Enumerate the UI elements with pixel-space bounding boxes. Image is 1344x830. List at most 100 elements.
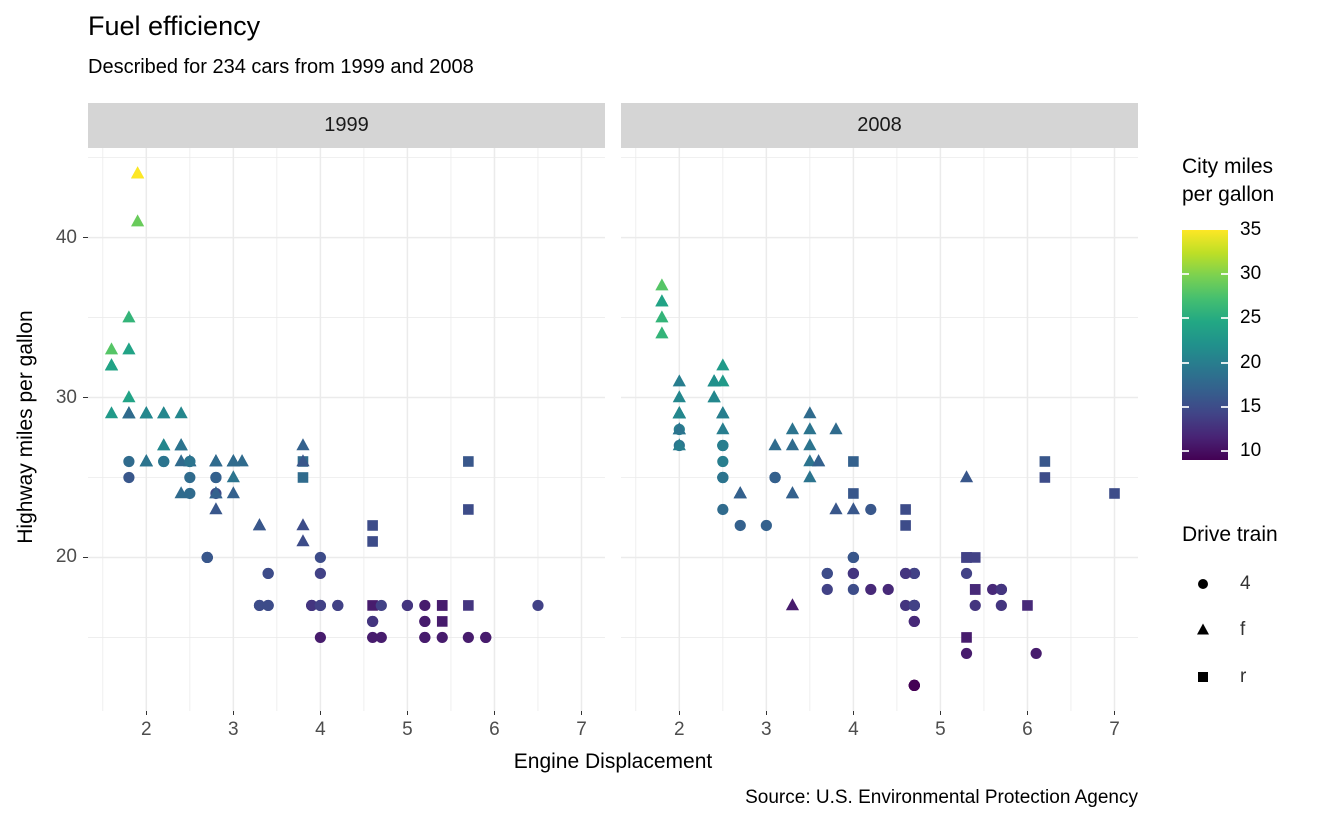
data-point xyxy=(821,567,833,580)
data-point xyxy=(900,567,912,580)
data-point xyxy=(436,631,448,644)
data-point xyxy=(959,470,974,483)
data-point xyxy=(829,422,843,435)
data-point xyxy=(122,310,136,323)
data-point xyxy=(104,358,119,371)
data-point xyxy=(655,310,669,323)
data-point xyxy=(1022,600,1033,611)
data-point xyxy=(419,599,431,612)
data-point xyxy=(174,486,188,499)
data-point xyxy=(803,454,817,467)
data-point xyxy=(717,503,729,516)
data-point xyxy=(262,599,274,612)
data-point xyxy=(419,631,431,644)
data-point xyxy=(252,518,267,531)
shape-legend-label: f xyxy=(1240,619,1246,640)
data-point xyxy=(367,520,378,531)
x-tick-mark xyxy=(493,711,496,715)
colorbar-tick-label: 10 xyxy=(1240,440,1262,462)
data-point xyxy=(847,567,859,580)
data-point xyxy=(672,422,686,435)
colorbar-tick-mark xyxy=(1221,317,1228,320)
x-tick-label: 7 xyxy=(1109,719,1120,740)
data-point xyxy=(367,631,379,644)
data-point xyxy=(184,455,196,468)
data-point xyxy=(785,598,800,611)
data-point xyxy=(297,472,309,483)
x-tick-mark xyxy=(1026,711,1029,715)
source-caption: Source: U.S. Environmental Protection Ag… xyxy=(745,787,1138,808)
data-point xyxy=(900,504,911,515)
x-tick-mark xyxy=(852,711,855,715)
data-point xyxy=(209,502,223,515)
data-point xyxy=(847,551,859,564)
data-point xyxy=(104,342,119,355)
x-tick-label: 3 xyxy=(761,719,772,740)
circle-legend-icon xyxy=(1198,579,1208,589)
colorbar-tick-label: 15 xyxy=(1240,395,1262,417)
data-point xyxy=(716,358,730,371)
data-point xyxy=(401,599,414,612)
data-point xyxy=(969,599,981,612)
data-point xyxy=(760,519,772,532)
data-point xyxy=(158,455,170,468)
x-tick-label: 2 xyxy=(674,719,685,740)
data-point xyxy=(821,583,833,596)
colorbar-legend-title-line2: per gallon xyxy=(1182,183,1275,206)
plot-subtitle: Described for 234 cars from 1999 and 200… xyxy=(88,56,474,78)
data-point xyxy=(184,471,196,484)
data-point xyxy=(655,278,669,291)
facet-strip-1999-label: 1999 xyxy=(324,114,369,136)
data-point xyxy=(769,471,781,484)
x-tick-mark xyxy=(406,711,409,715)
facet-strip-2008: 2008 xyxy=(621,103,1138,148)
data-point xyxy=(995,583,1007,596)
x-tick-mark xyxy=(1113,711,1116,715)
data-point xyxy=(848,456,859,467)
data-point xyxy=(122,406,136,419)
shape-legend-title: Drive train xyxy=(1182,523,1278,546)
data-point xyxy=(803,470,817,483)
data-point xyxy=(436,600,448,611)
data-point xyxy=(184,487,196,500)
colorbar-tick-mark xyxy=(1182,450,1189,453)
x-tick-mark xyxy=(580,711,583,715)
colorbar-tick-label: 25 xyxy=(1240,307,1262,329)
data-point xyxy=(908,615,920,628)
data-point xyxy=(131,166,145,179)
colorbar-tick-label: 35 xyxy=(1240,219,1262,240)
data-point xyxy=(174,406,188,419)
facet-panel-2008 xyxy=(621,148,1138,711)
data-point xyxy=(785,438,800,451)
data-point xyxy=(123,455,135,468)
data-point xyxy=(960,647,973,660)
data-point xyxy=(157,438,171,451)
y-tick-label: 20 xyxy=(55,546,77,568)
data-point xyxy=(811,454,826,467)
x-tick-label: 4 xyxy=(848,719,859,740)
data-point xyxy=(296,518,310,531)
data-point xyxy=(717,439,729,452)
data-point xyxy=(768,438,782,451)
data-point xyxy=(226,470,240,483)
x-tick-label: 7 xyxy=(576,719,587,740)
data-point xyxy=(969,584,981,595)
shape-legend-label: r xyxy=(1240,666,1247,687)
x-tick-mark xyxy=(232,711,235,715)
data-point xyxy=(463,504,474,515)
data-point xyxy=(707,390,721,403)
data-point xyxy=(104,406,119,419)
y-axis-title: Highway miles per gallon xyxy=(14,310,37,544)
data-point xyxy=(314,599,326,612)
data-point xyxy=(463,600,474,611)
data-point xyxy=(122,342,136,355)
data-point xyxy=(908,599,920,612)
data-point xyxy=(847,583,859,596)
colorbar-tick-label: 20 xyxy=(1240,351,1262,373)
data-point xyxy=(785,422,800,435)
data-point xyxy=(419,615,431,628)
colorbar-tick-mark xyxy=(1221,450,1228,453)
data-point xyxy=(174,454,188,467)
data-point xyxy=(157,406,171,419)
